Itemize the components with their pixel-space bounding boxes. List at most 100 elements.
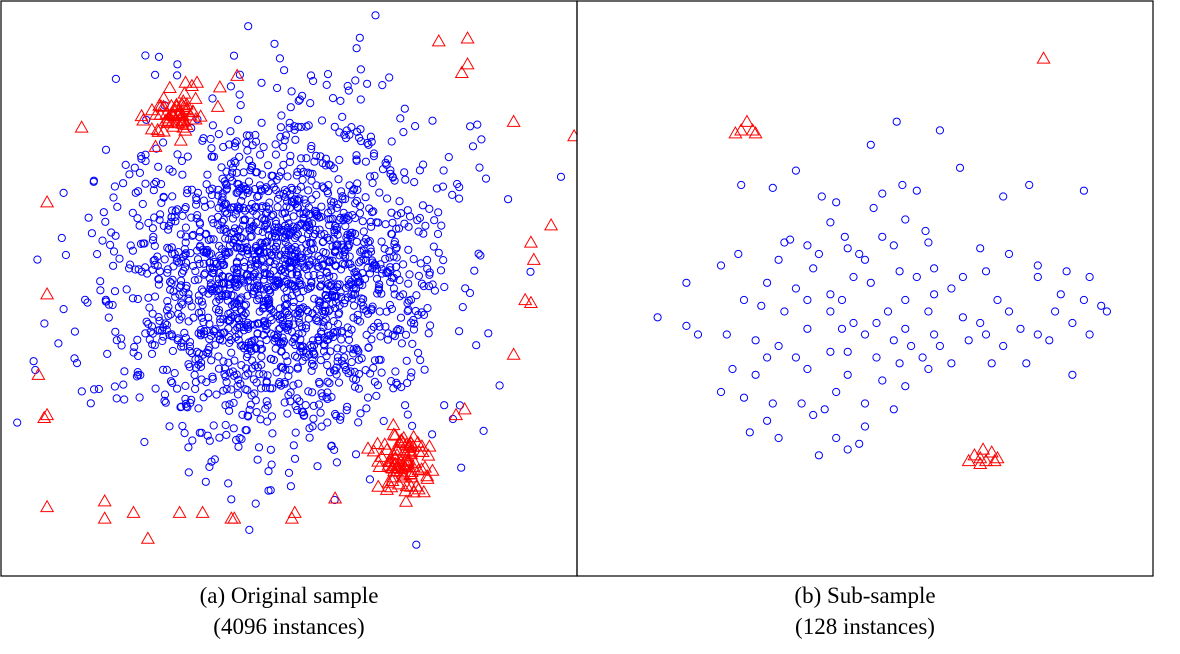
- normal-point: [419, 160, 428, 169]
- normal-point: [268, 384, 277, 393]
- normal-point: [352, 270, 361, 279]
- normal-point: [327, 206, 336, 215]
- normal-point: [171, 292, 180, 301]
- normal-point: [137, 267, 146, 276]
- normal-point: [77, 387, 86, 396]
- normal-point: [269, 210, 278, 219]
- anomaly-point: [230, 68, 245, 81]
- normal-point: [774, 341, 783, 351]
- normal-point: [338, 195, 347, 204]
- anomaly-point: [385, 473, 400, 487]
- normal-point: [374, 285, 383, 294]
- normal-point: [930, 290, 939, 299]
- normal-point: [361, 366, 370, 375]
- normal-point: [308, 232, 318, 241]
- normal-point: [234, 227, 243, 236]
- normal-point: [254, 319, 263, 328]
- normal-point: [434, 248, 443, 257]
- anomaly-point: [990, 450, 1005, 464]
- normal-point: [860, 399, 870, 408]
- normal-point: [342, 214, 351, 223]
- normal-point: [165, 330, 174, 340]
- anomaly-point: [417, 460, 433, 473]
- normal-point: [312, 208, 321, 217]
- normal-point: [392, 262, 401, 271]
- normal-point: [1097, 301, 1106, 310]
- normal-point: [249, 375, 258, 384]
- normal-point: [448, 414, 457, 424]
- normal-point: [205, 462, 214, 471]
- normal-point: [199, 248, 209, 257]
- normal-point: [285, 123, 294, 133]
- normal-point: [264, 285, 273, 295]
- normal-point: [1004, 307, 1014, 316]
- normal-point: [13, 418, 22, 427]
- normal-point: [195, 349, 204, 358]
- normal-point: [54, 339, 63, 348]
- normal-point: [191, 267, 200, 276]
- normal-point: [895, 267, 904, 276]
- normal-point: [312, 211, 321, 220]
- normal-point: [302, 154, 311, 163]
- normal-point: [344, 211, 353, 220]
- normal-point: [351, 199, 360, 208]
- normal-point: [225, 241, 234, 250]
- normal-point: [1056, 290, 1065, 299]
- normal-point: [1062, 267, 1071, 276]
- anomaly-point: [148, 139, 163, 152]
- normal-point: [141, 150, 150, 159]
- normal-point: [262, 397, 271, 406]
- normal-point: [364, 238, 373, 247]
- normal-point: [402, 356, 411, 365]
- normal-point: [219, 225, 228, 234]
- normal-point: [791, 166, 801, 175]
- normal-point: [308, 388, 317, 397]
- normal-point: [227, 385, 236, 394]
- normal-point: [161, 398, 170, 407]
- normal-point: [347, 190, 356, 199]
- normal-point: [319, 260, 328, 269]
- normal-point: [260, 222, 269, 231]
- normal-point: [241, 184, 250, 193]
- normal-point: [181, 399, 190, 408]
- normal-point: [128, 208, 137, 217]
- normal-point: [330, 164, 339, 173]
- normal-point: [206, 134, 215, 144]
- normal-point: [1033, 261, 1042, 270]
- anomaly-point: [176, 120, 191, 133]
- normal-point: [173, 60, 182, 69]
- normal-point: [840, 232, 849, 241]
- normal-point: [141, 179, 150, 188]
- normal-point: [222, 185, 231, 194]
- normal-point: [377, 289, 386, 298]
- normal-point: [242, 138, 251, 148]
- normal-point: [168, 378, 177, 387]
- normal-point: [255, 181, 265, 190]
- normal-point: [334, 175, 343, 184]
- normal-point: [283, 197, 292, 206]
- normal-point: [341, 222, 350, 231]
- normal-point: [236, 101, 245, 110]
- normal-point: [149, 232, 158, 241]
- normal-point: [292, 288, 301, 297]
- normal-point: [232, 263, 241, 272]
- normal-point: [110, 287, 120, 296]
- normal-point: [419, 310, 429, 319]
- normal-point: [310, 341, 319, 350]
- normal-point: [254, 191, 263, 201]
- anomaly-point: [210, 99, 225, 112]
- normal-point: [321, 290, 330, 300]
- normal-point: [314, 317, 323, 326]
- normal-point: [151, 384, 160, 393]
- normal-point: [128, 246, 137, 255]
- normal-point: [958, 313, 968, 322]
- normal-point: [293, 167, 302, 177]
- normal-point: [163, 243, 172, 252]
- anomaly-point: [162, 80, 177, 94]
- anomaly-point: [523, 295, 538, 309]
- anomaly-point: [40, 195, 55, 208]
- normal-point: [322, 393, 331, 402]
- normal-point: [162, 320, 171, 329]
- normal-point: [457, 463, 466, 472]
- normal-point: [385, 73, 394, 82]
